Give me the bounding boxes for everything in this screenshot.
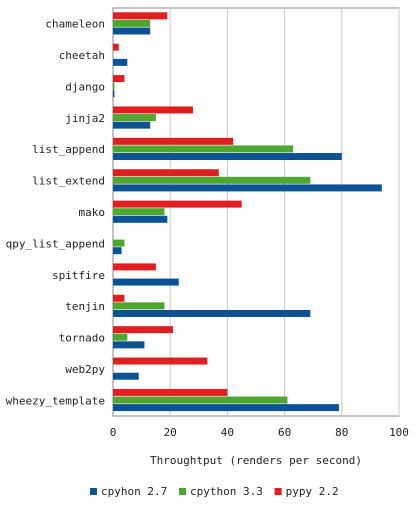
bar	[113, 396, 288, 404]
bar	[113, 372, 139, 380]
bar	[113, 309, 311, 317]
x-tick-label: 40	[221, 426, 234, 439]
bar	[113, 215, 168, 223]
category-label: chameleon	[45, 18, 105, 31]
x-tick-label: 60	[278, 426, 291, 439]
category-label: jinja2	[65, 112, 105, 125]
legend-label: cpython 3.3	[190, 485, 263, 498]
bar	[113, 208, 165, 216]
x-tick-label: 100	[389, 426, 409, 439]
x-tick-label: 20	[164, 426, 177, 439]
category-label: spitfire	[52, 269, 105, 282]
legend-label: pypy 2.2	[286, 485, 339, 498]
bar	[113, 278, 179, 286]
bar	[113, 294, 125, 302]
bar	[113, 184, 382, 192]
bar	[113, 12, 168, 20]
bar	[113, 302, 165, 310]
bar	[113, 82, 115, 90]
x-tick-label: 80	[335, 426, 348, 439]
bar	[113, 153, 342, 161]
x-tick-labels: 0 20 40 60 80 100	[110, 426, 409, 439]
bar	[113, 58, 128, 66]
bar	[113, 239, 125, 247]
bar	[113, 200, 242, 208]
legend-swatch	[90, 488, 97, 495]
bar	[113, 169, 219, 177]
legend-swatch	[274, 488, 282, 495]
bar	[113, 90, 115, 98]
category-label: mako	[79, 206, 106, 219]
x-tick-label: 0	[110, 426, 117, 439]
category-label: web2py	[65, 363, 105, 376]
category-label: list_extend	[32, 175, 105, 188]
grid-lines	[169, 8, 400, 416]
bar	[113, 145, 294, 153]
bar	[113, 357, 208, 365]
bars	[113, 12, 382, 412]
bar	[113, 43, 119, 51]
bar	[113, 19, 151, 27]
category-label: qpy_list_append	[6, 237, 105, 250]
category-label: list_append	[32, 143, 105, 156]
legend: cpyhon 2.7 cpython 3.3 pypy 2.2	[90, 485, 339, 498]
bar	[113, 137, 234, 145]
legend-swatch	[179, 488, 186, 495]
category-label: tornado	[59, 332, 105, 345]
category-labels: chameleon cheetah django jinja2 list_appendl…	[6, 18, 106, 408]
bar	[113, 75, 125, 83]
bar	[113, 114, 156, 122]
bar	[113, 27, 151, 35]
category-label: cheetah	[59, 49, 105, 62]
bar	[113, 121, 151, 129]
bar	[113, 326, 174, 334]
bar	[113, 341, 145, 349]
bar	[113, 404, 339, 412]
category-label: django	[65, 80, 105, 93]
bar	[113, 176, 311, 184]
bar	[113, 247, 122, 255]
category-label: wheezy_template	[6, 394, 105, 407]
bar	[113, 106, 194, 114]
legend-label: cpyhon 2.7	[101, 485, 167, 498]
bar	[113, 388, 228, 396]
bar	[113, 333, 128, 341]
category-label: tenjin	[65, 300, 105, 313]
x-axis-title: Throughtput (renders per second)	[150, 454, 362, 467]
bar	[113, 263, 156, 271]
